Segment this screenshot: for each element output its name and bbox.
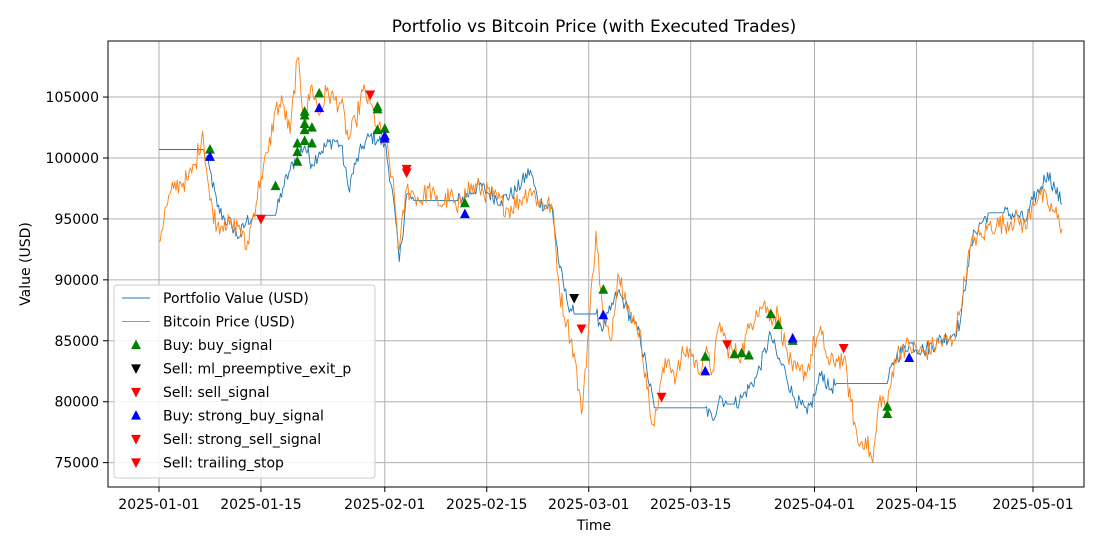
y-tick-label: 90000: [54, 273, 99, 289]
trade-marker: [765, 308, 776, 319]
trade-marker: [401, 164, 412, 175]
x-tick-label: 2025-04-01: [774, 497, 855, 513]
plot-lines: [158, 57, 1063, 464]
y-tick-label: 95000: [54, 212, 99, 228]
trade-marker: [372, 124, 383, 135]
trade-marker: [700, 365, 711, 376]
trade-marker: [365, 90, 376, 101]
plot-markers: [205, 87, 915, 419]
trade-marker: [299, 135, 310, 146]
trade-marker: [736, 347, 747, 358]
trade-marker: [773, 319, 784, 330]
y-tick-label: 100000: [46, 151, 99, 167]
x-tick-label: 2025-02-15: [446, 497, 527, 513]
trade-marker: [314, 102, 325, 113]
trade-marker: [904, 352, 915, 362]
legend-box: [113, 284, 376, 479]
legend-swatch: [131, 458, 141, 468]
trade-marker: [787, 332, 798, 343]
trade-marker: [459, 197, 470, 208]
trade-marker: [569, 293, 580, 304]
trade-marker: [459, 208, 470, 219]
legend-label: Portfolio Value (USD): [163, 291, 309, 307]
trade-marker: [372, 103, 383, 114]
trade-marker: [314, 87, 325, 98]
trade-marker: [292, 146, 303, 157]
trade-marker: [306, 137, 317, 148]
y-axis: 75000 80000 85000 90000 95000 100000 105000: [46, 90, 108, 472]
trade-marker: [744, 349, 754, 360]
trade-marker: [379, 123, 390, 133]
legend-swatch: [131, 339, 141, 350]
trade-marker: [299, 106, 310, 116]
trade-marker: [838, 343, 849, 354]
trade-marker: [306, 122, 317, 132]
legend: Portfolio Value (USD) Bitcoin Price (USD)…: [113, 284, 376, 479]
y-tick-label: 85000: [54, 334, 99, 350]
trade-marker: [299, 118, 310, 128]
x-tick-label: 2025-03-15: [650, 497, 731, 513]
trade-marker: [299, 124, 310, 135]
series-line-0: [159, 130, 1063, 421]
grid: [108, 41, 1084, 487]
y-axis-label: Value (USD): [18, 222, 34, 306]
trade-marker: [576, 324, 587, 335]
trade-marker: [292, 137, 303, 148]
trade-marker: [722, 340, 733, 350]
x-tick-label: 2025-03-01: [548, 497, 629, 513]
y-tick-label: 75000: [54, 456, 99, 472]
plot-frame: [107, 40, 1085, 488]
x-tick-label: 2025-04-15: [876, 497, 957, 513]
x-tick-label: 2025-01-15: [220, 497, 301, 513]
legend-label: Sell: strong_sell_signal: [163, 432, 321, 448]
x-tick-label: 2025-01-01: [118, 497, 199, 513]
trade-marker: [205, 143, 215, 154]
legend-swatch: [131, 410, 141, 420]
trade-marker: [205, 151, 215, 161]
trade-marker: [598, 309, 609, 320]
x-tick-label: 2025-05-01: [992, 497, 1073, 513]
legend-swatch: [131, 387, 141, 398]
legend-swatch: [131, 434, 141, 445]
legend-label: Buy: buy_signal: [163, 338, 272, 354]
legend-label: Sell: sell_signal: [163, 385, 270, 401]
legend-label: Buy: strong_buy_signal: [163, 409, 324, 425]
x-axis-label: Time: [576, 518, 611, 534]
trade-marker: [379, 130, 390, 141]
trade-marker: [292, 156, 303, 166]
series-line-1: [158, 57, 1063, 464]
trade-marker: [882, 408, 893, 419]
y-tick-label: 105000: [46, 90, 99, 106]
y-tick-label: 80000: [54, 395, 99, 411]
trade-marker: [598, 284, 609, 294]
trade-marker: [700, 351, 711, 361]
trade-marker: [656, 392, 667, 403]
trade-marker: [256, 214, 266, 225]
legend-swatch: [131, 364, 141, 374]
legend-label: Sell: ml_preemptive_exit_p: [163, 362, 351, 378]
chart-title: Portfolio vs Bitcoin Price (with Execute…: [392, 17, 797, 37]
legend-label: Sell: trailing_stop: [163, 456, 284, 472]
x-tick-label: 2025-02-01: [344, 497, 425, 513]
legend-label: Bitcoin Price (USD): [163, 315, 295, 331]
trade-marker: [882, 401, 893, 411]
x-axis: 2025-01-01 2025-01-15 2025-02-01 2025-02-15…: [118, 487, 1074, 513]
trade-marker: [270, 180, 281, 191]
trade-marker: [729, 348, 740, 359]
